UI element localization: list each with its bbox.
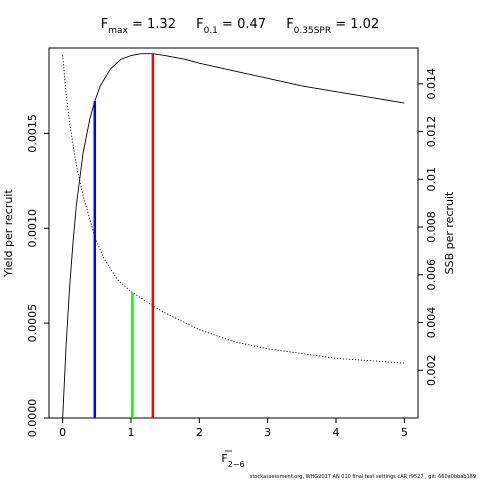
y-left-tick-label: 0.0015 <box>26 114 39 153</box>
x-axis-label: F2−6 <box>221 452 244 469</box>
x-tick-label: 0 <box>59 426 66 439</box>
f035-label: F <box>286 17 293 32</box>
y-right-tick-label: 0.012 <box>425 116 438 148</box>
chart-title: Fmax = 1.32 F0.1 = 0.47 F0.35SPR = 1.02 <box>101 17 379 36</box>
y-right-tick-label: 0.002 <box>425 355 438 387</box>
fmax-subscript: max <box>108 26 128 36</box>
y-right-tick-label: 0.004 <box>425 307 438 339</box>
x-tick-label: 3 <box>264 426 271 439</box>
x-tick-label: 1 <box>128 426 135 439</box>
y-left-tick-label: 0.0005 <box>26 304 39 343</box>
y-left-axis-label: Yield per recruit <box>2 189 15 278</box>
y-right-tick-label: 0.008 <box>425 211 438 243</box>
x-tick-label: 5 <box>401 426 408 439</box>
x-tick-label: 4 <box>333 426 340 439</box>
f035-subscript: 0.35SPR <box>294 26 331 36</box>
reference-lines <box>93 53 155 418</box>
y-right-axis-label: SSB per recruit <box>443 191 456 274</box>
x-axis: 0 1 2 3 4 5 <box>59 417 408 439</box>
f01-label: F <box>196 17 203 32</box>
fmax-label: F <box>101 17 108 32</box>
plot-frame <box>48 47 419 419</box>
footnote: stockassessment.org, WHG2017 AN 010 fina… <box>250 474 476 480</box>
f01-value: 0.47 <box>237 17 266 32</box>
y-right-tick-label: 0.01 <box>425 167 438 192</box>
y-left-tick-label: 0.0000 <box>26 399 39 438</box>
y-right-tick-label: 0.006 <box>425 259 438 291</box>
y-right-tick-label: 0.014 <box>425 68 438 100</box>
series-layer <box>62 53 405 419</box>
ssb-per-recruit-curve <box>62 55 405 364</box>
yield-per-recruit-curve <box>62 53 405 419</box>
x-tick-label: 2 <box>196 426 203 439</box>
fmax-value: 1.32 <box>147 17 176 32</box>
y-right-axis: 0.002 0.004 0.006 0.008 0.01 0.012 0.014 <box>418 68 438 386</box>
f01-subscript: 0.1 <box>204 26 218 36</box>
y-left-tick-label: 0.0010 <box>26 209 39 248</box>
f035-value: 1.02 <box>350 17 379 32</box>
y-left-axis: 0.0000 0.0005 0.0010 0.0015 <box>26 114 49 437</box>
